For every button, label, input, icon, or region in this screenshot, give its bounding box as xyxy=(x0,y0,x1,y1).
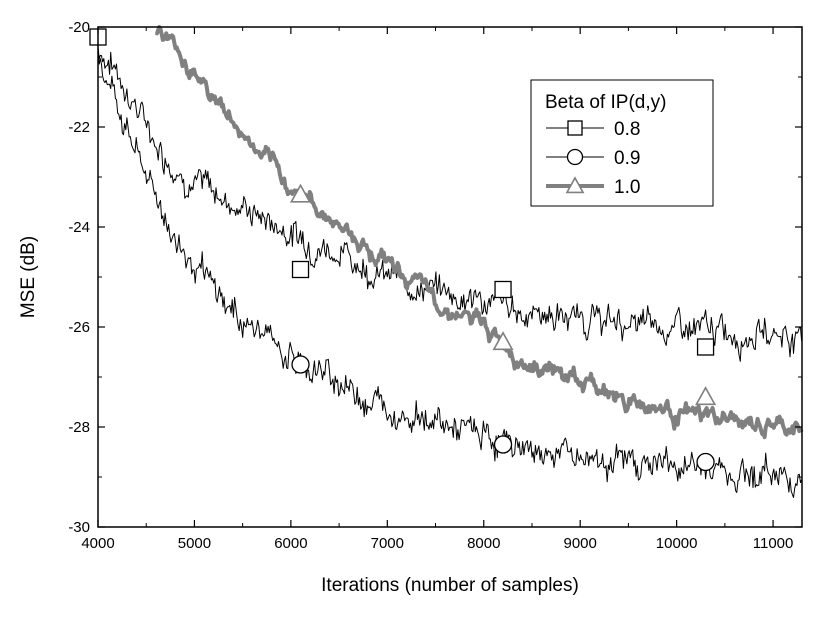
marker-square-0.8 xyxy=(494,280,512,299)
series-line-1.0 xyxy=(154,25,804,440)
legend-marker-triangle xyxy=(565,176,585,194)
y-tick-label: -26 xyxy=(68,319,90,336)
legend-label: 0.9 xyxy=(614,148,640,169)
marker-circle-0.9 xyxy=(291,355,310,374)
x-tick-label: 6000 xyxy=(274,535,307,552)
series-line-0.9 xyxy=(97,53,803,498)
legend-marker-square xyxy=(567,120,583,136)
y-tick-label: -20 xyxy=(68,19,90,36)
x-tick-label: 7000 xyxy=(371,535,404,552)
marker-circle-0.9 xyxy=(696,452,715,472)
marker-triangle-1.0 xyxy=(492,331,514,351)
legend-marker-circle xyxy=(566,148,584,166)
x-tick-label: 10000 xyxy=(656,535,698,552)
marker-triangle-1.0 xyxy=(695,386,717,406)
legend-entries: 0.8 0.9 1.0 xyxy=(546,119,640,198)
marker-circle-0.9 xyxy=(493,435,513,454)
y-tick-label: -30 xyxy=(68,519,90,536)
y-tick-label: -22 xyxy=(68,119,90,136)
ticks-layer: 4000 5000 6000 7000 8000 9000 10000 11000 -30 -28… xyxy=(68,19,802,552)
x-tick-label: 8000 xyxy=(467,535,500,552)
legend-label: 1.0 xyxy=(614,177,640,198)
x-axis-title: Iterations (number of samples) xyxy=(321,575,579,596)
marker-square-0.8 xyxy=(291,260,310,279)
x-tick-label: 11000 xyxy=(753,535,794,552)
x-tick-label: 9000 xyxy=(564,535,597,552)
x-tick-label: 5000 xyxy=(178,535,211,552)
marker-triangle-1.0 xyxy=(289,183,312,203)
y-tick-label: -28 xyxy=(68,419,90,436)
series-layer xyxy=(89,25,804,498)
y-tick-label: -24 xyxy=(68,219,90,236)
x-tick-label: 4000 xyxy=(81,535,114,552)
series-line-0.8 xyxy=(97,46,803,362)
legend: Beta of IP(d,y) 0.8 0.9 1.0 xyxy=(530,79,714,207)
marker-square-0.8 xyxy=(696,338,715,356)
legend-label: 0.8 xyxy=(614,119,640,140)
y-axis-title: MSE (dB) xyxy=(18,236,39,318)
legend-title: Beta of IP(d,y) xyxy=(545,92,666,113)
